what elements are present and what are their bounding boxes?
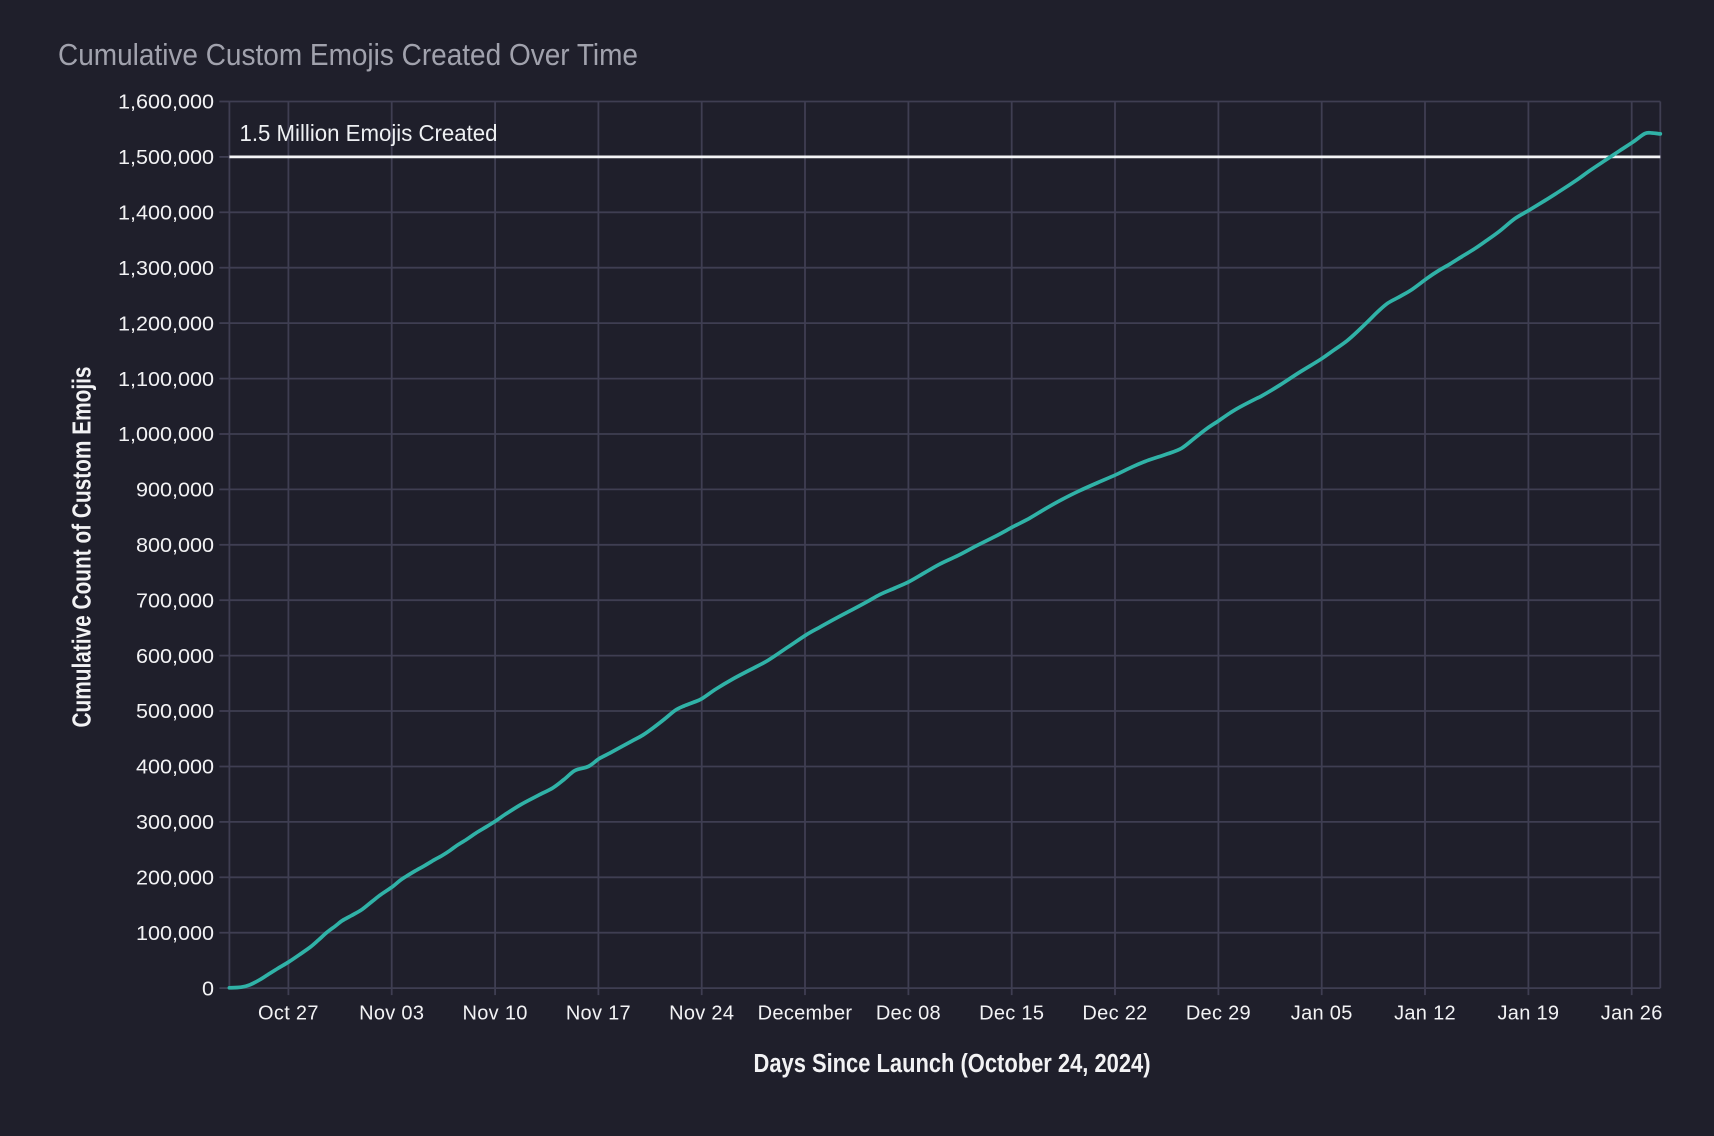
svg-text:Jan 12: Jan 12 — [1394, 1003, 1456, 1025]
svg-text:Oct 27: Oct 27 — [258, 1003, 319, 1025]
svg-text:Dec 15: Dec 15 — [979, 1003, 1044, 1025]
svg-text:1,000,000: 1,000,000 — [118, 424, 214, 446]
svg-text:0: 0 — [202, 978, 214, 1000]
svg-text:Nov 10: Nov 10 — [463, 1003, 528, 1025]
svg-text:1,300,000: 1,300,000 — [118, 258, 214, 280]
svg-text:1.5 Million Emojis Created: 1.5 Million Emojis Created — [240, 120, 498, 146]
svg-text:1,500,000: 1,500,000 — [118, 147, 214, 169]
svg-text:Jan 05: Jan 05 — [1291, 1003, 1353, 1025]
svg-text:Dec 08: Dec 08 — [876, 1003, 941, 1025]
svg-text:Days Since Launch (October 24,: Days Since Launch (October 24, 2024) — [754, 1050, 1151, 1078]
svg-text:Nov 24: Nov 24 — [669, 1003, 734, 1025]
svg-text:800,000: 800,000 — [136, 535, 214, 557]
svg-text:Cumulative Custom Emojis Creat: Cumulative Custom Emojis Created Over Ti… — [58, 37, 638, 72]
svg-text:400,000: 400,000 — [136, 757, 214, 779]
svg-text:Nov 17: Nov 17 — [566, 1003, 631, 1025]
svg-text:1,600,000: 1,600,000 — [118, 92, 214, 114]
svg-text:Jan 19: Jan 19 — [1497, 1003, 1559, 1025]
svg-text:Jan 26: Jan 26 — [1601, 1003, 1663, 1025]
svg-text:500,000: 500,000 — [136, 701, 214, 723]
svg-text:Dec 29: Dec 29 — [1186, 1003, 1251, 1025]
svg-text:300,000: 300,000 — [136, 812, 214, 834]
svg-text:1,400,000: 1,400,000 — [118, 203, 214, 225]
svg-text:1,200,000: 1,200,000 — [118, 313, 214, 335]
svg-text:1,100,000: 1,100,000 — [118, 369, 214, 391]
svg-text:200,000: 200,000 — [136, 868, 214, 890]
svg-text:100,000: 100,000 — [136, 923, 214, 945]
svg-text:600,000: 600,000 — [136, 646, 214, 668]
svg-text:Nov 03: Nov 03 — [359, 1003, 424, 1025]
svg-text:December: December — [758, 1003, 853, 1025]
svg-text:Dec 22: Dec 22 — [1082, 1003, 1147, 1025]
svg-text:Cumulative Count of Custom Emo: Cumulative Count of Custom Emojis — [69, 367, 97, 728]
svg-text:900,000: 900,000 — [136, 480, 214, 502]
svg-text:700,000: 700,000 — [136, 590, 214, 612]
